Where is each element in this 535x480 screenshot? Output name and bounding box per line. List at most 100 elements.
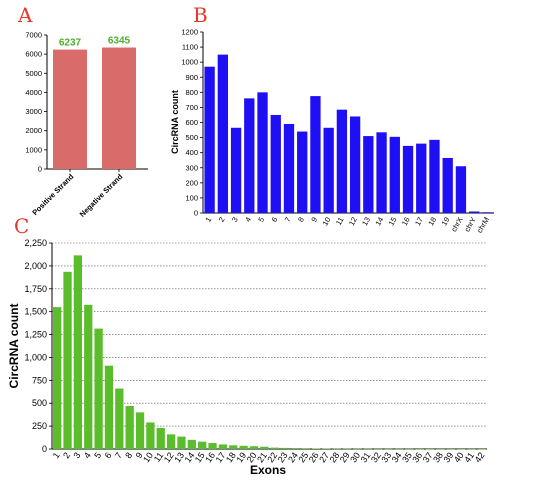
bar-c	[270, 447, 279, 449]
bar-c	[456, 448, 466, 450]
y-tick-label-a: 1000	[25, 145, 42, 154]
x-tick-label-b: 14	[373, 216, 385, 228]
y-tick-label-b: 1200	[181, 28, 198, 37]
bar-b	[244, 98, 255, 213]
x-tick-label-c: 6	[103, 450, 114, 460]
bar-b	[336, 109, 348, 213]
x-tick-label-b: chrM	[475, 216, 491, 235]
x-tick-label-b: 8	[296, 216, 306, 224]
x-tick-label-c: 18	[224, 450, 238, 464]
bar-c	[467, 448, 476, 450]
y-tick-label-a: 3000	[25, 107, 42, 116]
bar-c	[208, 443, 217, 449]
bar-c	[436, 448, 445, 450]
bar-b	[204, 66, 215, 213]
x-tick-label-b: 6	[270, 216, 280, 224]
y-tick-label-c: 1,250	[24, 330, 47, 340]
bar-b	[389, 136, 400, 213]
bar-c	[73, 255, 83, 449]
x-tick-label-c: 21	[255, 450, 269, 464]
x-tick-label-b: 2	[217, 216, 227, 224]
bar-c	[363, 448, 373, 450]
bar-c	[343, 448, 352, 450]
x-tick-label-a: Negative Strand	[78, 172, 125, 219]
x-tick-label-b: 19	[439, 216, 451, 228]
x-tick-label-b: 18	[426, 216, 438, 228]
bar-b	[429, 139, 440, 213]
x-tick-label-c: 17	[214, 450, 228, 464]
bar-c	[94, 328, 103, 449]
bar-a	[53, 49, 87, 169]
bar-b	[363, 136, 374, 213]
y-tick-label-c: 1,750	[24, 284, 47, 294]
x-tick-label-b: 13	[360, 216, 372, 228]
bar-c	[425, 448, 435, 450]
bar-c	[291, 448, 300, 449]
x-tick-label-c: 34	[390, 450, 404, 464]
bar-c	[115, 388, 124, 449]
bar-c	[135, 412, 145, 449]
x-tick-label-b: 11	[334, 216, 346, 227]
x-tick-label-b: 10	[320, 216, 332, 228]
y-tick-label-b: 700	[185, 103, 198, 112]
y-axis-title-b: CircRNA count	[170, 90, 180, 154]
x-tick-label-c: 37	[421, 450, 435, 464]
bar-c	[239, 445, 248, 449]
bar-b	[349, 116, 361, 213]
x-tick-label-b: 16	[400, 216, 412, 228]
bar-c	[311, 448, 321, 449]
x-tick-label-b: 12	[347, 216, 359, 228]
x-tick-label-b: 5	[256, 216, 266, 224]
x-tick-label-c: 12	[162, 450, 176, 464]
x-tick-label-c: 33	[379, 450, 393, 464]
y-axis-title-c: CircRNA count	[7, 304, 21, 389]
x-tick-label-c: 1	[51, 450, 62, 460]
bar-c	[229, 445, 238, 449]
x-tick-label-c: 7	[113, 450, 124, 460]
x-tick-label-c: 39	[441, 450, 455, 464]
x-tick-label-b: 4	[243, 216, 253, 224]
y-tick-label-c: 500	[32, 398, 47, 408]
bar-c	[146, 422, 155, 449]
x-tick-label-c: 15	[193, 450, 207, 464]
x-tick-label-c: 10	[141, 450, 155, 464]
bar-b	[270, 114, 281, 213]
x-tick-label-c: 30	[348, 450, 362, 464]
bar-b	[376, 132, 387, 213]
y-tick-label-c: 0	[42, 444, 47, 454]
bar-c	[53, 307, 62, 449]
y-tick-label-b: 900	[185, 73, 198, 82]
x-tick-label-c: 13	[172, 450, 186, 464]
x-tick-label-c: 27	[317, 450, 331, 464]
x-tick-label-b: 1	[203, 216, 213, 224]
bar-c	[63, 271, 72, 449]
x-axis-title-c: Exons	[250, 463, 286, 477]
x-tick-label-c: 25	[296, 450, 310, 464]
bar-c	[249, 446, 259, 449]
y-tick-label-b: 100	[185, 193, 198, 202]
y-tick-label-b: 1000	[181, 58, 198, 67]
x-tick-label-c: 5	[92, 450, 103, 460]
x-tick-label-b: 7	[283, 216, 293, 224]
y-tick-label-a: 6000	[25, 50, 42, 59]
chart-c: 0 250 500 750 1,000 1,250 1,500 1,750 2,000 2,250…	[7, 238, 487, 477]
y-tick-label-c: 250	[32, 421, 47, 431]
y-tick-label-b: 600	[185, 118, 198, 127]
bar-c	[322, 448, 331, 450]
bar-c	[280, 447, 290, 449]
y-tick-label-a: 0	[38, 165, 42, 174]
y-tick-label-c: 2,000	[24, 261, 47, 271]
bar-c	[394, 448, 404, 450]
bar-c	[374, 448, 383, 450]
bar-c	[415, 448, 424, 450]
bar-c	[166, 434, 176, 449]
y-tick-label-b: 800	[185, 88, 198, 97]
x-tick-label-c: 32	[369, 450, 383, 464]
x-tick-label-c: 2	[61, 450, 72, 460]
y-tick-label-c: 1,000	[24, 352, 47, 362]
bar-b	[442, 157, 453, 213]
y-tick-label-b: 400	[185, 148, 198, 157]
x-tick-label-c: 35	[400, 450, 414, 464]
x-tick-label-c: 36	[410, 450, 424, 464]
y-tick-label-a: 4000	[25, 88, 42, 97]
